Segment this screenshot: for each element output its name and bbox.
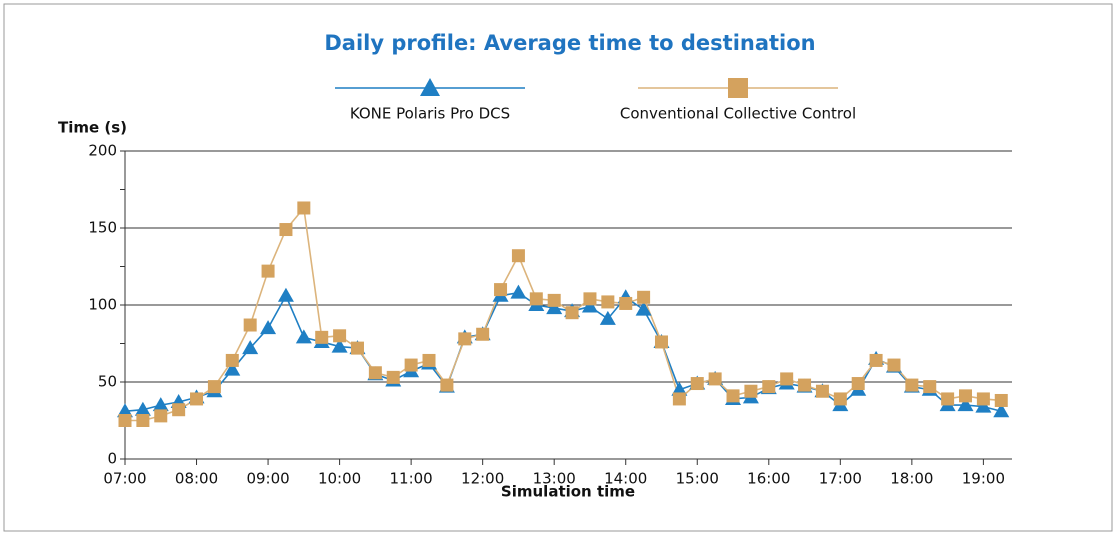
data-point: [333, 329, 347, 343]
data-point: [224, 361, 241, 376]
data-point: [152, 397, 169, 412]
data-point: [331, 338, 348, 353]
x-tick-label: 07:00: [103, 470, 146, 488]
x-tick-label: 08:00: [175, 470, 218, 488]
data-point: [619, 296, 633, 310]
data-point: [190, 392, 204, 406]
data-point: [780, 372, 794, 386]
y-tick-label: 100: [88, 296, 117, 314]
x-tick-label: 12:00: [461, 470, 504, 488]
data-point: [690, 377, 704, 391]
x-tick-label: 10:00: [318, 470, 361, 488]
data-point: [975, 398, 992, 413]
data-point: [941, 392, 955, 406]
data-point: [136, 414, 150, 427]
data-point: [315, 330, 329, 344]
data-point: [458, 332, 472, 346]
legend-label: KONE Polaris Pro DCS: [350, 105, 510, 123]
data-point: [583, 292, 597, 306]
data-point: [654, 335, 668, 349]
data-point: [708, 372, 722, 386]
data-point: [279, 223, 293, 237]
data-point: [172, 403, 186, 417]
data-point: [225, 353, 239, 367]
data-point: [386, 370, 400, 384]
data-point: [476, 327, 490, 341]
data-point: [511, 249, 525, 263]
data-point: [565, 306, 579, 320]
data-point: [154, 409, 168, 423]
data-point: [134, 401, 151, 416]
data-point: [905, 378, 919, 392]
x-tick-label: 19:00: [962, 470, 1005, 488]
data-point: [815, 384, 829, 398]
data-point: [368, 366, 382, 380]
data-point: [959, 389, 973, 403]
x-axis-label: Simulation time: [501, 483, 635, 501]
data-point: [635, 301, 652, 316]
data-point: [510, 284, 527, 299]
x-tick-label: 18:00: [890, 470, 933, 488]
x-tick-label: 17:00: [819, 470, 862, 488]
legend-marker: [728, 78, 748, 98]
legend-marker: [420, 78, 440, 96]
data-point: [242, 340, 259, 355]
data-point: [546, 300, 563, 315]
data-point: [833, 392, 847, 406]
data-point: [261, 264, 275, 278]
data-point: [976, 392, 990, 406]
data-point: [637, 290, 651, 304]
data-point: [295, 329, 312, 344]
y-tick-label: 150: [88, 219, 117, 237]
x-tick-label: 15:00: [676, 470, 719, 488]
data-point: [993, 403, 1010, 418]
data-point: [547, 293, 561, 307]
data-point: [887, 358, 901, 372]
data-point: [869, 353, 883, 367]
data-point: [599, 310, 616, 325]
data-point: [277, 287, 294, 302]
y-tick-label: 200: [88, 142, 117, 160]
data-point: [957, 397, 974, 412]
y-tick-label: 50: [98, 373, 117, 391]
data-point: [994, 393, 1008, 407]
frame: [3, 3, 1113, 532]
data-point: [851, 377, 865, 391]
data-point: [744, 384, 758, 398]
data-point: [207, 380, 221, 394]
data-point: [297, 201, 311, 215]
data-point: [350, 341, 364, 355]
data-point: [243, 318, 257, 332]
x-tick-label: 11:00: [390, 470, 433, 488]
y-axis-label: Time (s): [58, 119, 127, 137]
x-tick-label: 13:00: [533, 470, 576, 488]
x-tick-label: 16:00: [747, 470, 790, 488]
data-point: [404, 358, 418, 372]
data-point: [671, 381, 688, 396]
data-point: [494, 283, 508, 297]
chart-title: Daily profile: Average time to destinati…: [324, 31, 815, 55]
x-tick-label: 09:00: [246, 470, 289, 488]
data-point: [440, 378, 454, 392]
x-tick-label: 14:00: [604, 470, 647, 488]
data-point: [118, 414, 132, 427]
data-point: [581, 298, 598, 313]
y-tick-label: 0: [107, 450, 117, 468]
data-point: [672, 392, 686, 406]
data-point: [260, 320, 277, 335]
legend-label: Conventional Collective Control: [620, 105, 856, 123]
data-point: [762, 380, 776, 394]
data-point: [726, 389, 740, 403]
data-point: [601, 295, 615, 309]
data-point: [529, 292, 543, 306]
data-point: [798, 378, 812, 392]
data-point: [117, 403, 133, 418]
data-point: [422, 353, 436, 367]
data-point: [923, 380, 937, 394]
